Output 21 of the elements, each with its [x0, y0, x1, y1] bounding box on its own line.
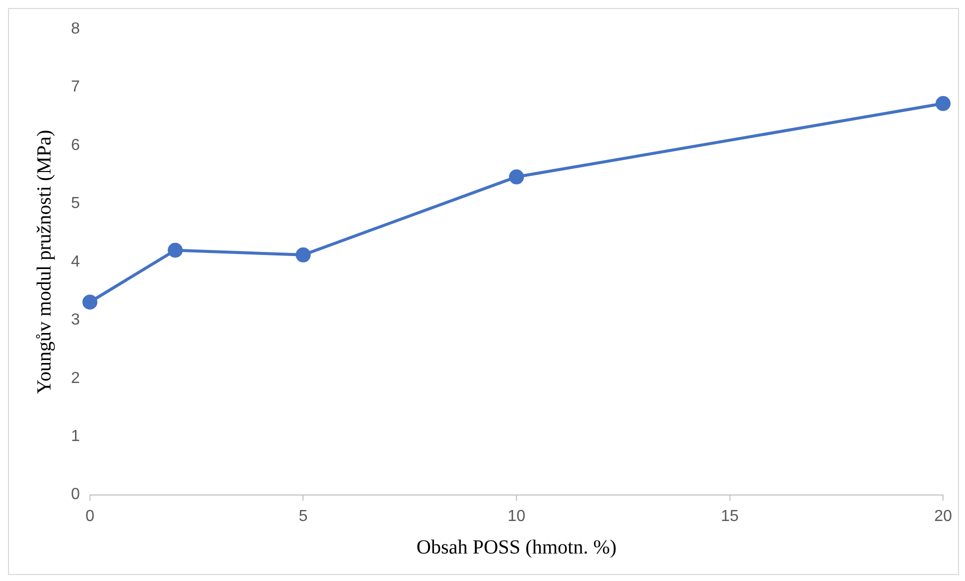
y-tick-label: 0 [70, 486, 80, 504]
y-tick-label: 7 [70, 78, 80, 96]
point [509, 169, 524, 184]
x-tick-label: 0 [85, 508, 94, 525]
y-tick-label: 3 [70, 312, 80, 329]
y-tick-label: 2 [70, 370, 80, 387]
x-tick-label: 15 [720, 508, 739, 525]
x-axis-title: Obsah POSS (hmotn. %) [416, 536, 617, 558]
x-tick-label: 5 [298, 508, 308, 525]
y-tick-label: 5 [70, 195, 80, 212]
point [168, 242, 183, 258]
y-tick-label: 8 [70, 20, 80, 38]
y-tick-label: 1 [70, 428, 80, 445]
x-tick-label: 20 [934, 508, 952, 525]
x-tick-label: 10 [508, 508, 526, 525]
y-tick-label: 6 [70, 136, 80, 154]
point [936, 96, 951, 112]
point [296, 247, 311, 262]
y-tick-label: 4 [70, 253, 80, 270]
point [82, 294, 98, 310]
y-axis-title: Youngův modul pružnosti (MPa) [33, 130, 56, 394]
